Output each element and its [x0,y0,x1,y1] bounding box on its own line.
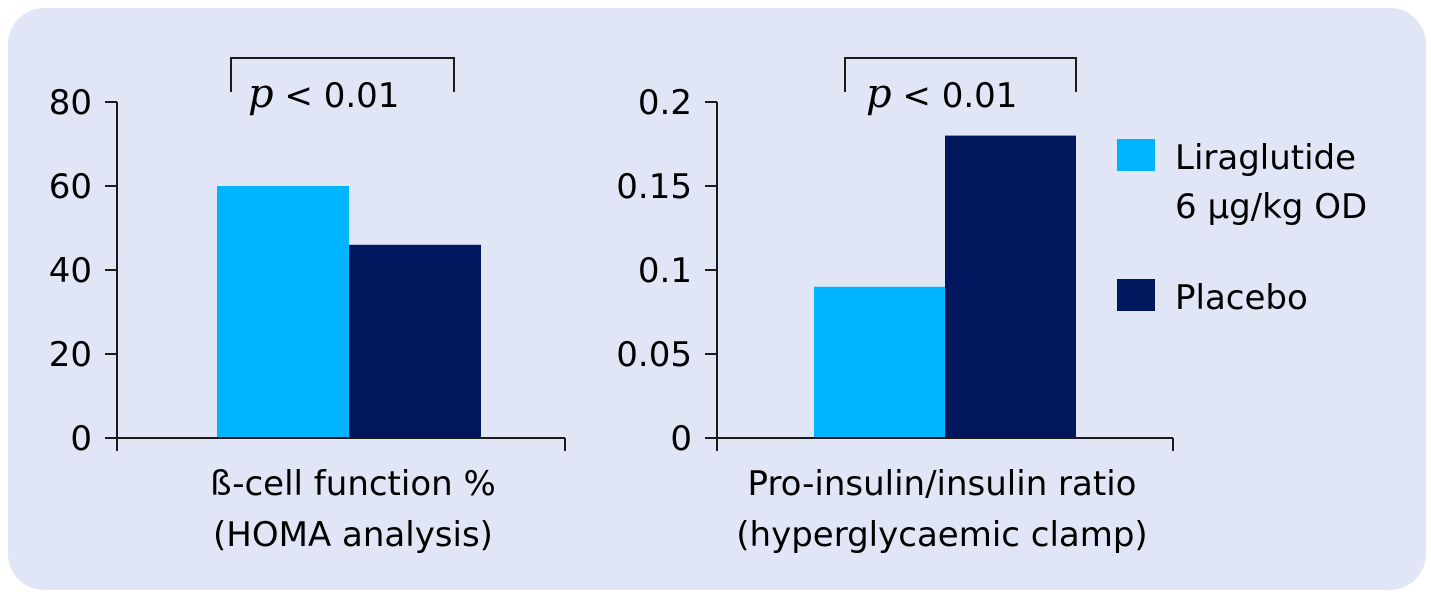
p-value-symbol: p [866,71,892,117]
y-tick-label: 40 [49,251,92,291]
y-tick-label: 0.05 [616,335,692,375]
x-axis-label: (HOMA analysis) [213,515,493,555]
p-value-symbol: p [248,71,274,117]
significance-label: p < 0.01 [248,71,399,117]
y-tick-label: 60 [49,167,92,207]
y-tick-label: 0.2 [638,83,692,123]
y-tick-label: 20 [49,335,92,375]
bar-liraglutide [814,286,945,438]
y-tick-label: 0.15 [616,167,692,207]
p-value-text: < 0.01 [274,76,400,116]
significance-bracket [844,57,1077,92]
bar-placebo [349,244,481,438]
legend-swatch-liraglutide [1117,139,1155,171]
x-axis-label: (hyperglycaemic clamp) [736,515,1147,555]
bar-placebo [945,135,1076,438]
chart-2: 0 0.05 0.1 0.15 0.2 Pro-insulin/insulin ratio… [616,57,1174,555]
chart-layer: 0 20 40 60 80 ß-cell function % (HOMA analysis… [49,57,1174,555]
legend: Liraglutide 6 µg/kg OD Placebo [1117,138,1367,318]
chart-1: 0 20 40 60 80 ß-cell function % (HOMA analysis… [49,57,566,555]
legend-label-liraglutide: Liraglutide [1175,138,1356,178]
legend-label-placebo: Placebo [1175,278,1308,318]
y-tick-label: 0.1 [638,251,692,291]
x-axis-label: Pro-insulin/insulin ratio [748,464,1137,504]
x-axis-label: ß-cell function % [210,464,496,504]
y-tick-label: 0 [670,419,692,459]
p-value-text: < 0.01 [892,76,1018,116]
legend-swatch-placebo [1117,279,1155,311]
y-tick-label: 0 [70,419,92,459]
significance-label: p < 0.01 [866,71,1017,117]
y-tick-label: 80 [49,83,92,123]
significance-bracket [230,57,455,92]
legend-label-liraglutide: 6 µg/kg OD [1175,187,1367,227]
bar-liraglutide [217,186,349,438]
